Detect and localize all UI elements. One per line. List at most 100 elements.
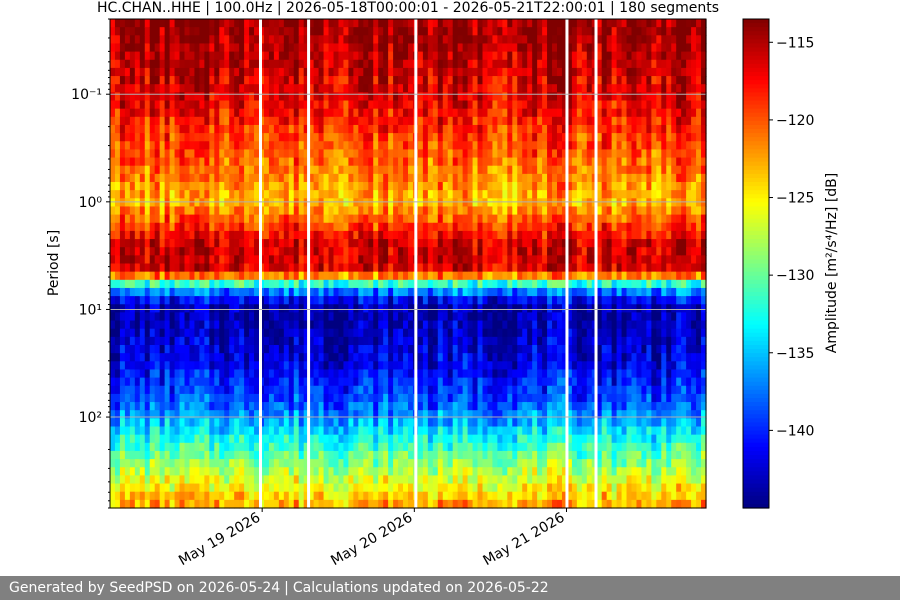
heatmap-cell: [214, 361, 220, 371]
heatmap-cell: [124, 418, 131, 428]
heatmap-cell: [393, 141, 399, 150]
heatmap-cell: [134, 35, 141, 45]
heatmap-cell: [110, 491, 116, 501]
heatmap-cell: [427, 263, 434, 273]
heatmap-cell: [179, 434, 186, 444]
heatmap-cell: [244, 287, 250, 297]
heatmap-cell: [353, 76, 359, 85]
heatmap-cell: [249, 149, 255, 159]
heatmap-cell: [273, 108, 280, 118]
heatmap-cell: [437, 491, 444, 501]
heatmap-cell: [124, 149, 131, 159]
heatmap-cell: [368, 165, 374, 175]
heatmap-cell: [184, 222, 191, 232]
heatmap-cell: [308, 198, 315, 208]
heatmap-cell: [512, 459, 518, 468]
heatmap-cell: [263, 336, 270, 346]
heatmap-cell: [298, 157, 305, 167]
heatmap-cell: [487, 426, 494, 436]
heatmap-cell: [278, 418, 285, 428]
heatmap-cell: [398, 100, 404, 110]
heatmap-cell: [487, 402, 494, 411]
heatmap-cell: [522, 133, 528, 142]
heatmap-cell: [398, 434, 404, 444]
heatmap-cell: [129, 51, 136, 61]
heatmap-cell: [184, 459, 191, 468]
heatmap-cell: [398, 263, 404, 273]
heatmap-cell: [129, 410, 136, 419]
heatmap-cell: [497, 157, 503, 167]
heatmap-cell: [452, 173, 459, 183]
heatmap-cell: [338, 434, 345, 444]
heatmap-cell: [119, 255, 126, 265]
heatmap-cell: [278, 92, 285, 102]
heatmap-cell: [368, 84, 374, 93]
heatmap-cell: [194, 100, 200, 110]
heatmap-cell: [114, 230, 121, 240]
heatmap-cell: [338, 165, 345, 175]
heatmap-cell: [249, 312, 255, 322]
heatmap-cell: [119, 393, 126, 403]
heatmap-cell: [378, 434, 384, 444]
heatmap-cell: [110, 222, 116, 232]
heatmap-cell: [124, 92, 131, 102]
heatmap-cell: [110, 198, 116, 208]
heatmap-cell: [164, 336, 171, 346]
heatmap-cell: [398, 426, 404, 436]
heatmap-cell: [517, 198, 523, 208]
heatmap-cell: [437, 222, 444, 232]
heatmap-cell: [283, 402, 290, 411]
heatmap-cell: [124, 157, 131, 167]
heatmap-cell: [184, 51, 191, 61]
heatmap-cell: [234, 450, 240, 460]
heatmap-cell: [239, 361, 245, 371]
heatmap-cell: [184, 116, 191, 126]
heatmap-cell: [358, 92, 364, 102]
heatmap-cell: [293, 165, 300, 175]
heatmap-cell: [144, 35, 151, 45]
heatmap-cell: [398, 353, 404, 362]
heatmap-cell: [154, 434, 161, 444]
heatmap-cell: [427, 59, 434, 69]
heatmap-cell: [422, 475, 429, 485]
heatmap-cell: [129, 206, 136, 216]
heatmap-cell: [447, 67, 454, 77]
heatmap-cell: [288, 190, 295, 199]
heatmap-cell: [313, 43, 320, 53]
heatmap-cell: [368, 51, 374, 61]
heatmap-cell: [432, 255, 439, 265]
heatmap-cell: [343, 361, 349, 371]
heatmap-cell: [194, 43, 200, 53]
heatmap-cell: [124, 442, 131, 452]
heatmap-cell: [268, 271, 275, 281]
heatmap-cell: [254, 263, 260, 273]
heatmap-cell: [388, 336, 394, 346]
heatmap-cell: [114, 116, 121, 126]
heatmap-cell: [447, 296, 454, 305]
heatmap-cell: [164, 247, 171, 256]
heatmap-cell: [159, 263, 166, 273]
heatmap-cell: [114, 43, 121, 53]
heatmap-cell: [124, 198, 131, 208]
heatmap-cell: [298, 59, 305, 69]
heatmap-cell: [338, 35, 345, 45]
heatmap-cell: [313, 491, 320, 501]
heatmap-cell: [388, 133, 394, 142]
heatmap-cell: [283, 287, 290, 297]
heatmap-cell: [457, 434, 464, 444]
heatmap-cell: [502, 27, 508, 36]
heatmap-cell: [174, 19, 181, 28]
heatmap-cell: [298, 165, 305, 175]
heatmap-cell: [403, 92, 409, 102]
heatmap-cell: [517, 279, 523, 289]
heatmap-cell: [249, 27, 255, 36]
heatmap-cell: [179, 173, 186, 183]
heatmap-cell: [408, 450, 414, 460]
heatmap-cell: [472, 483, 479, 493]
heatmap-cell: [333, 133, 340, 142]
heatmap-cell: [507, 198, 513, 208]
heatmap-cell: [408, 116, 414, 126]
heatmap-cell: [239, 499, 245, 509]
heatmap-cell: [298, 499, 305, 509]
heatmap-cell: [363, 475, 369, 485]
